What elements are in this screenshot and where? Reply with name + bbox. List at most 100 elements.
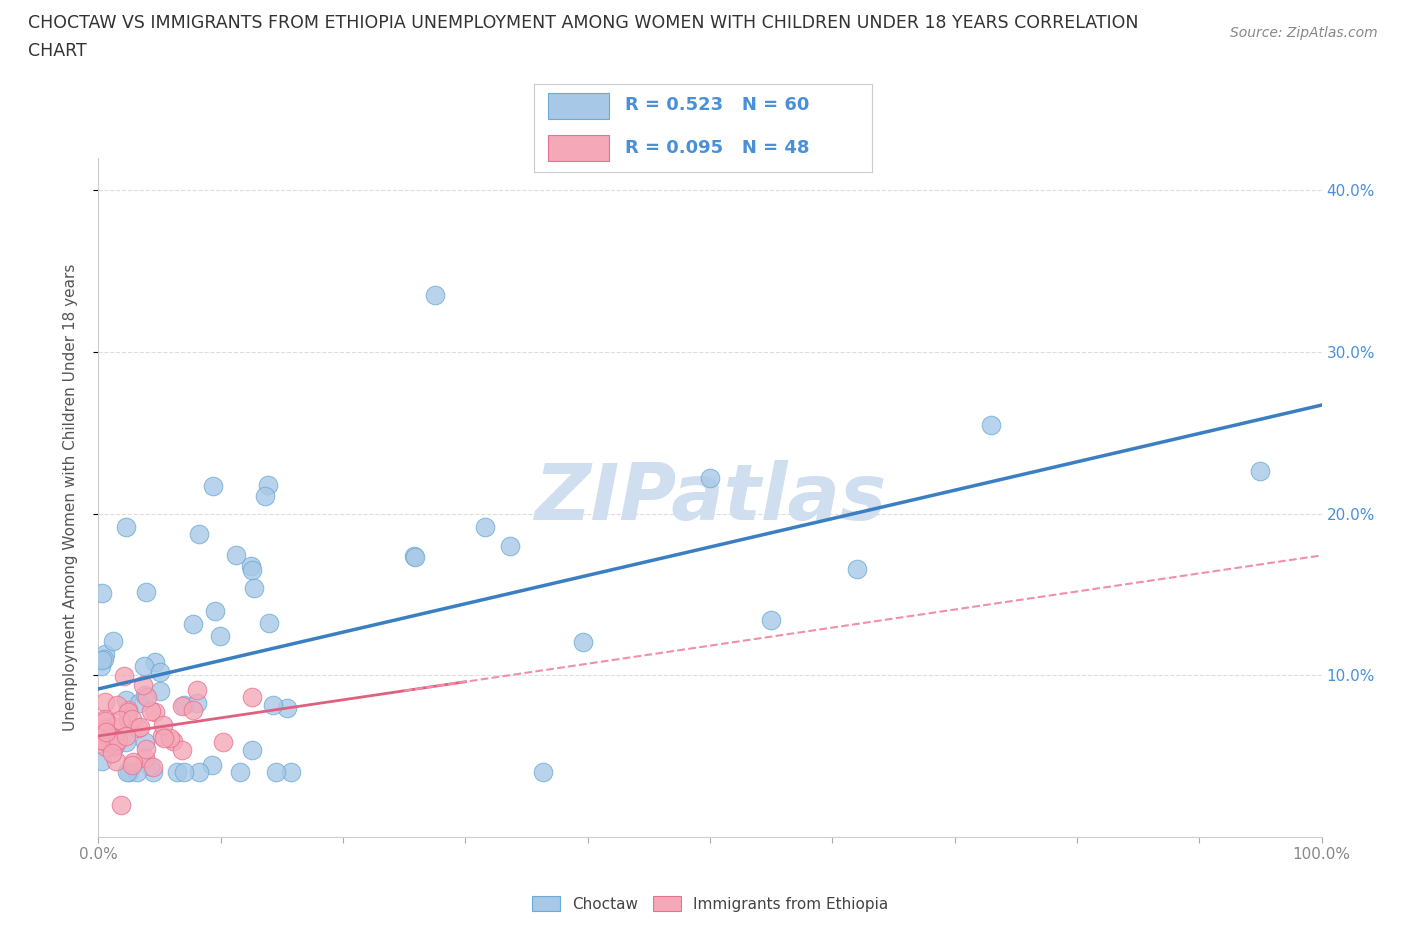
Point bbox=[149, 664, 172, 679]
Point bbox=[423, 288, 446, 303]
Point bbox=[114, 735, 136, 750]
Point bbox=[181, 617, 204, 631]
Point bbox=[209, 628, 232, 643]
Point bbox=[115, 764, 138, 779]
Point bbox=[204, 604, 226, 618]
Point bbox=[103, 633, 125, 648]
Point bbox=[266, 764, 288, 779]
Point bbox=[117, 704, 139, 719]
Point bbox=[531, 764, 554, 779]
Point bbox=[128, 696, 150, 711]
Point bbox=[108, 712, 131, 727]
Point bbox=[134, 735, 156, 750]
Point bbox=[93, 652, 115, 667]
Text: ZIPatlas: ZIPatlas bbox=[534, 459, 886, 536]
Point bbox=[240, 563, 263, 578]
Point bbox=[404, 550, 426, 565]
Point bbox=[159, 731, 181, 746]
Point bbox=[104, 734, 127, 749]
Point bbox=[276, 700, 298, 715]
Point bbox=[134, 687, 156, 702]
Point bbox=[94, 722, 117, 737]
Point bbox=[254, 488, 277, 503]
Point bbox=[572, 635, 595, 650]
Point bbox=[118, 764, 141, 779]
Text: Source: ZipAtlas.com: Source: ZipAtlas.com bbox=[1230, 26, 1378, 40]
Point bbox=[256, 478, 278, 493]
Point bbox=[136, 690, 159, 705]
Point bbox=[90, 753, 112, 768]
Point bbox=[699, 471, 721, 485]
Point bbox=[153, 730, 176, 745]
Point bbox=[225, 548, 247, 563]
Point bbox=[90, 658, 112, 673]
Point bbox=[114, 729, 136, 744]
Text: R = 0.095   N = 48: R = 0.095 N = 48 bbox=[626, 140, 810, 157]
Point bbox=[242, 742, 264, 757]
Bar bbox=[548, 135, 609, 162]
Point bbox=[103, 739, 125, 754]
Point bbox=[105, 698, 128, 712]
Point bbox=[186, 683, 208, 698]
Text: R = 0.523   N = 60: R = 0.523 N = 60 bbox=[626, 97, 810, 114]
Point bbox=[142, 759, 165, 774]
Point bbox=[132, 678, 155, 693]
Point bbox=[127, 720, 149, 735]
Point bbox=[280, 764, 302, 779]
Point bbox=[170, 698, 193, 713]
Point bbox=[181, 703, 204, 718]
Point bbox=[259, 616, 281, 631]
Point bbox=[93, 713, 115, 728]
Point bbox=[96, 724, 118, 739]
Point bbox=[172, 743, 194, 758]
Point bbox=[117, 702, 139, 717]
Point bbox=[129, 719, 152, 734]
Point bbox=[134, 751, 156, 765]
Point bbox=[845, 562, 868, 577]
Point bbox=[104, 737, 127, 752]
Point bbox=[101, 719, 124, 734]
Point bbox=[107, 732, 129, 747]
Point bbox=[240, 689, 263, 704]
Point bbox=[93, 647, 115, 662]
Point bbox=[162, 734, 184, 749]
Text: CHOCTAW VS IMMIGRANTS FROM ETHIOPIA UNEMPLOYMENT AMONG WOMEN WITH CHILDREN UNDER: CHOCTAW VS IMMIGRANTS FROM ETHIOPIA UNEM… bbox=[28, 14, 1139, 32]
Point bbox=[139, 704, 162, 719]
Point bbox=[761, 612, 783, 627]
Point bbox=[90, 585, 112, 600]
Legend: Choctaw, Immigrants from Ethiopia: Choctaw, Immigrants from Ethiopia bbox=[526, 889, 894, 918]
Point bbox=[229, 764, 252, 779]
Point bbox=[96, 739, 118, 754]
Point bbox=[121, 758, 143, 773]
Point bbox=[143, 655, 166, 670]
Point bbox=[262, 698, 284, 712]
Y-axis label: Unemployment Among Women with Children Under 18 years: Unemployment Among Women with Children U… bbox=[63, 264, 77, 731]
Point bbox=[122, 755, 145, 770]
Point bbox=[134, 658, 156, 673]
Point bbox=[980, 418, 1002, 432]
Point bbox=[152, 717, 174, 732]
Point bbox=[94, 735, 117, 750]
Point bbox=[142, 764, 165, 779]
Point bbox=[125, 764, 148, 779]
Point bbox=[1249, 464, 1271, 479]
Point bbox=[135, 742, 157, 757]
Point bbox=[166, 764, 188, 779]
Point bbox=[117, 711, 139, 726]
Point bbox=[112, 669, 135, 684]
Point bbox=[187, 764, 209, 779]
Point bbox=[101, 746, 124, 761]
Point bbox=[90, 732, 112, 747]
Point bbox=[135, 584, 157, 599]
Point bbox=[474, 520, 496, 535]
Point bbox=[110, 797, 132, 812]
Point bbox=[173, 698, 195, 712]
Point bbox=[211, 735, 233, 750]
Point bbox=[188, 526, 211, 541]
Bar bbox=[548, 93, 609, 119]
Point bbox=[143, 705, 166, 720]
Point bbox=[173, 764, 195, 779]
Point bbox=[402, 549, 425, 564]
Point bbox=[138, 758, 160, 773]
Point bbox=[104, 731, 127, 746]
